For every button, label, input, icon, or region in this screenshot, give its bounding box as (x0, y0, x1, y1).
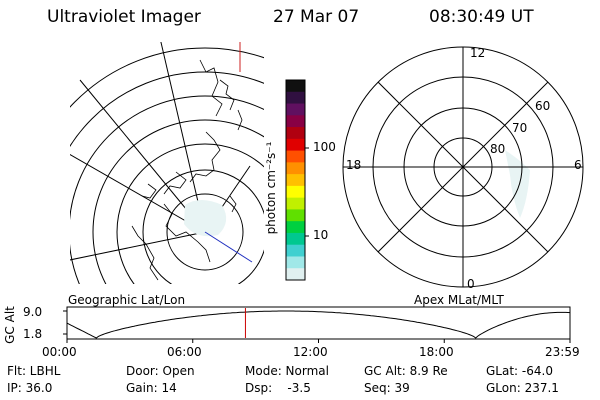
colorbar-cell (286, 162, 305, 175)
colorbar-cell (286, 80, 305, 93)
gc-alt-label: GC Alt: 8.9 Re (364, 364, 448, 378)
colorbar-tick-10: 10 (313, 228, 329, 242)
altitude-ylabel: GC Alt (3, 306, 17, 344)
filter-label: Flt: LBHL (7, 364, 61, 378)
colorbar-cell (286, 197, 305, 210)
geographic-map (70, 42, 264, 284)
altitude-xtick-3: 18:00 (419, 345, 454, 359)
glon-label: GLon: 237.1 (486, 381, 559, 395)
colorbar-tick-100: 100 (313, 140, 336, 154)
mlt-polar-plot (342, 46, 584, 288)
colorbar-cell (286, 232, 305, 246)
instrument-title: Ultraviolet Imager (47, 7, 201, 27)
altitude-x-ticks (66, 339, 571, 343)
colorbar-cell (286, 256, 305, 269)
door-label: Door: Open (126, 364, 195, 378)
mlt-gridlines (343, 47, 583, 287)
mlt-label-noon: 12 (470, 46, 486, 60)
mode-label: Mode: Normal (245, 364, 329, 378)
mlat-label-60: 60 (535, 99, 551, 113)
colorbar (285, 79, 309, 281)
colorbar-cell (286, 91, 305, 105)
colorbar-unit-label: photon cm⁻²s⁻¹ (264, 141, 278, 235)
altitude-curve (66, 310, 571, 339)
seq-label: Seq: 39 (364, 381, 410, 395)
aurora-glow-geo (184, 200, 227, 237)
coastlines (131, 59, 243, 281)
mlat-label-80: 80 (490, 142, 506, 156)
colorbar-cells (286, 80, 305, 281)
mlt-panel-caption: Apex MLat/MLT (414, 293, 504, 307)
date-label: 27 Mar 07 (273, 7, 360, 27)
colorbar-cell (286, 127, 305, 140)
altitude-xtick-1: 06:00 (167, 345, 202, 359)
gain-label: Gain: 14 (126, 381, 177, 395)
colorbar-cell (286, 150, 305, 163)
colorbar-cell (286, 103, 305, 116)
aurora-glow-mlt (505, 150, 530, 218)
dsp-label: Dsp: -3.5 (245, 381, 311, 395)
subsolar-line (204, 231, 253, 263)
ip-label: IP: 36.0 (7, 381, 53, 395)
geo-panel-caption: Geographic Lat/Lon (68, 293, 186, 307)
glat-label: GLat: -64.0 (486, 364, 553, 378)
colorbar-cell (286, 209, 305, 222)
mlt-label-dawn: 6 (574, 158, 582, 172)
geo-latitude-circles (70, 47, 264, 284)
colorbar-cell (286, 174, 305, 187)
colorbar-cell (286, 244, 305, 257)
colorbar-cell (286, 138, 305, 152)
colorbar-cell (286, 185, 305, 199)
colorbar-cell (286, 221, 305, 234)
mlat-label-70: 70 (512, 121, 528, 135)
mlt-label-dusk: 18 (346, 158, 362, 172)
time-label: 08:30:49 UT (429, 7, 534, 27)
altitude-ytick-low: 1.8 (23, 327, 43, 341)
altitude-plot (63, 306, 571, 343)
altitude-xtick-2: 12:00 (293, 345, 328, 359)
mlt-label-midnight: 0 (467, 277, 475, 291)
colorbar-cell (286, 268, 305, 281)
altitude-ytick-high: 9.0 (23, 305, 43, 319)
altitude-xtick-0: 00:00 (42, 345, 77, 359)
colorbar-cell (286, 115, 305, 128)
altitude-xtick-4: 23:59 (545, 345, 580, 359)
